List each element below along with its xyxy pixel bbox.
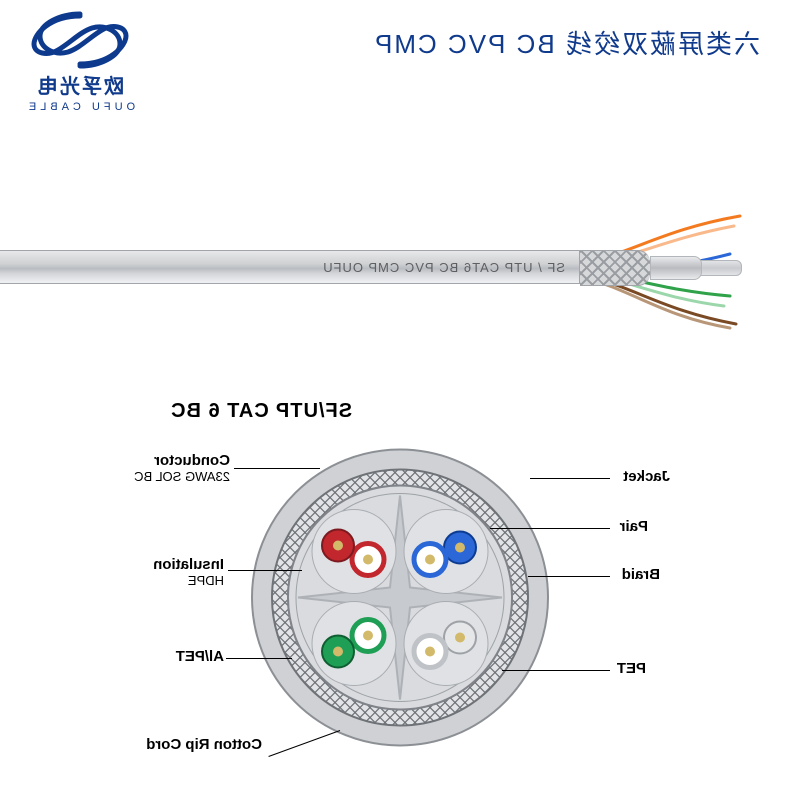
label-pair: Pair — [620, 518, 648, 535]
pair-tr — [312, 510, 396, 594]
brand-name-cn: 欧孚光电 — [20, 70, 140, 99]
brand-name-en: OUFU CABLE — [20, 101, 140, 113]
pair-tl — [404, 510, 488, 594]
cable-jacket: SF / UTP CAT6 BC PVC CMP OUFU — [0, 250, 580, 284]
brand-logo: 欧孚光电 OUFU CABLE — [20, 10, 140, 113]
cross-section-diagram — [250, 448, 550, 753]
label-conductor-sub: 23AWG SOL BC — [134, 469, 230, 484]
label-ripcord: Cotton Rip Cord — [146, 736, 262, 753]
cable-foil — [650, 256, 702, 280]
header: 六类屏蔽双绞线 BC PVC CMP 欧孚光电 OUFU CABLE — [20, 10, 760, 113]
pair-br — [312, 602, 396, 686]
label-conductor: Conductor 23AWG SOL BC — [134, 452, 230, 484]
cable-print-text: SF / UTP CAT6 BC PVC CMP OUFU — [322, 260, 565, 275]
pair-bl — [404, 602, 488, 686]
label-jacket: Jacket — [623, 468, 670, 485]
label-braid: Braid — [622, 566, 660, 583]
cable-braid — [580, 250, 650, 286]
label-alpet: Al/PET — [176, 648, 224, 665]
logo-swirl-icon — [20, 10, 140, 70]
label-insulation-sub: HDPE — [153, 573, 224, 588]
label-insulation: Insulation HDPE — [153, 556, 224, 588]
label-pet: PET — [617, 660, 646, 677]
cable-inner-core — [700, 260, 742, 276]
cross-section-title: SF/UTP CAT 6 BC — [170, 400, 352, 423]
product-title: 六类屏蔽双绞线 BC PVC CMP — [373, 24, 760, 61]
cable-side-view: SF / UTP CAT6 BC PVC CMP OUFU — [0, 210, 780, 330]
cross-section-svg — [250, 448, 550, 748]
